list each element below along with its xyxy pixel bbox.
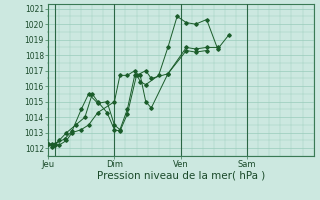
X-axis label: Pression niveau de la mer( hPa ): Pression niveau de la mer( hPa ) [97, 171, 265, 181]
